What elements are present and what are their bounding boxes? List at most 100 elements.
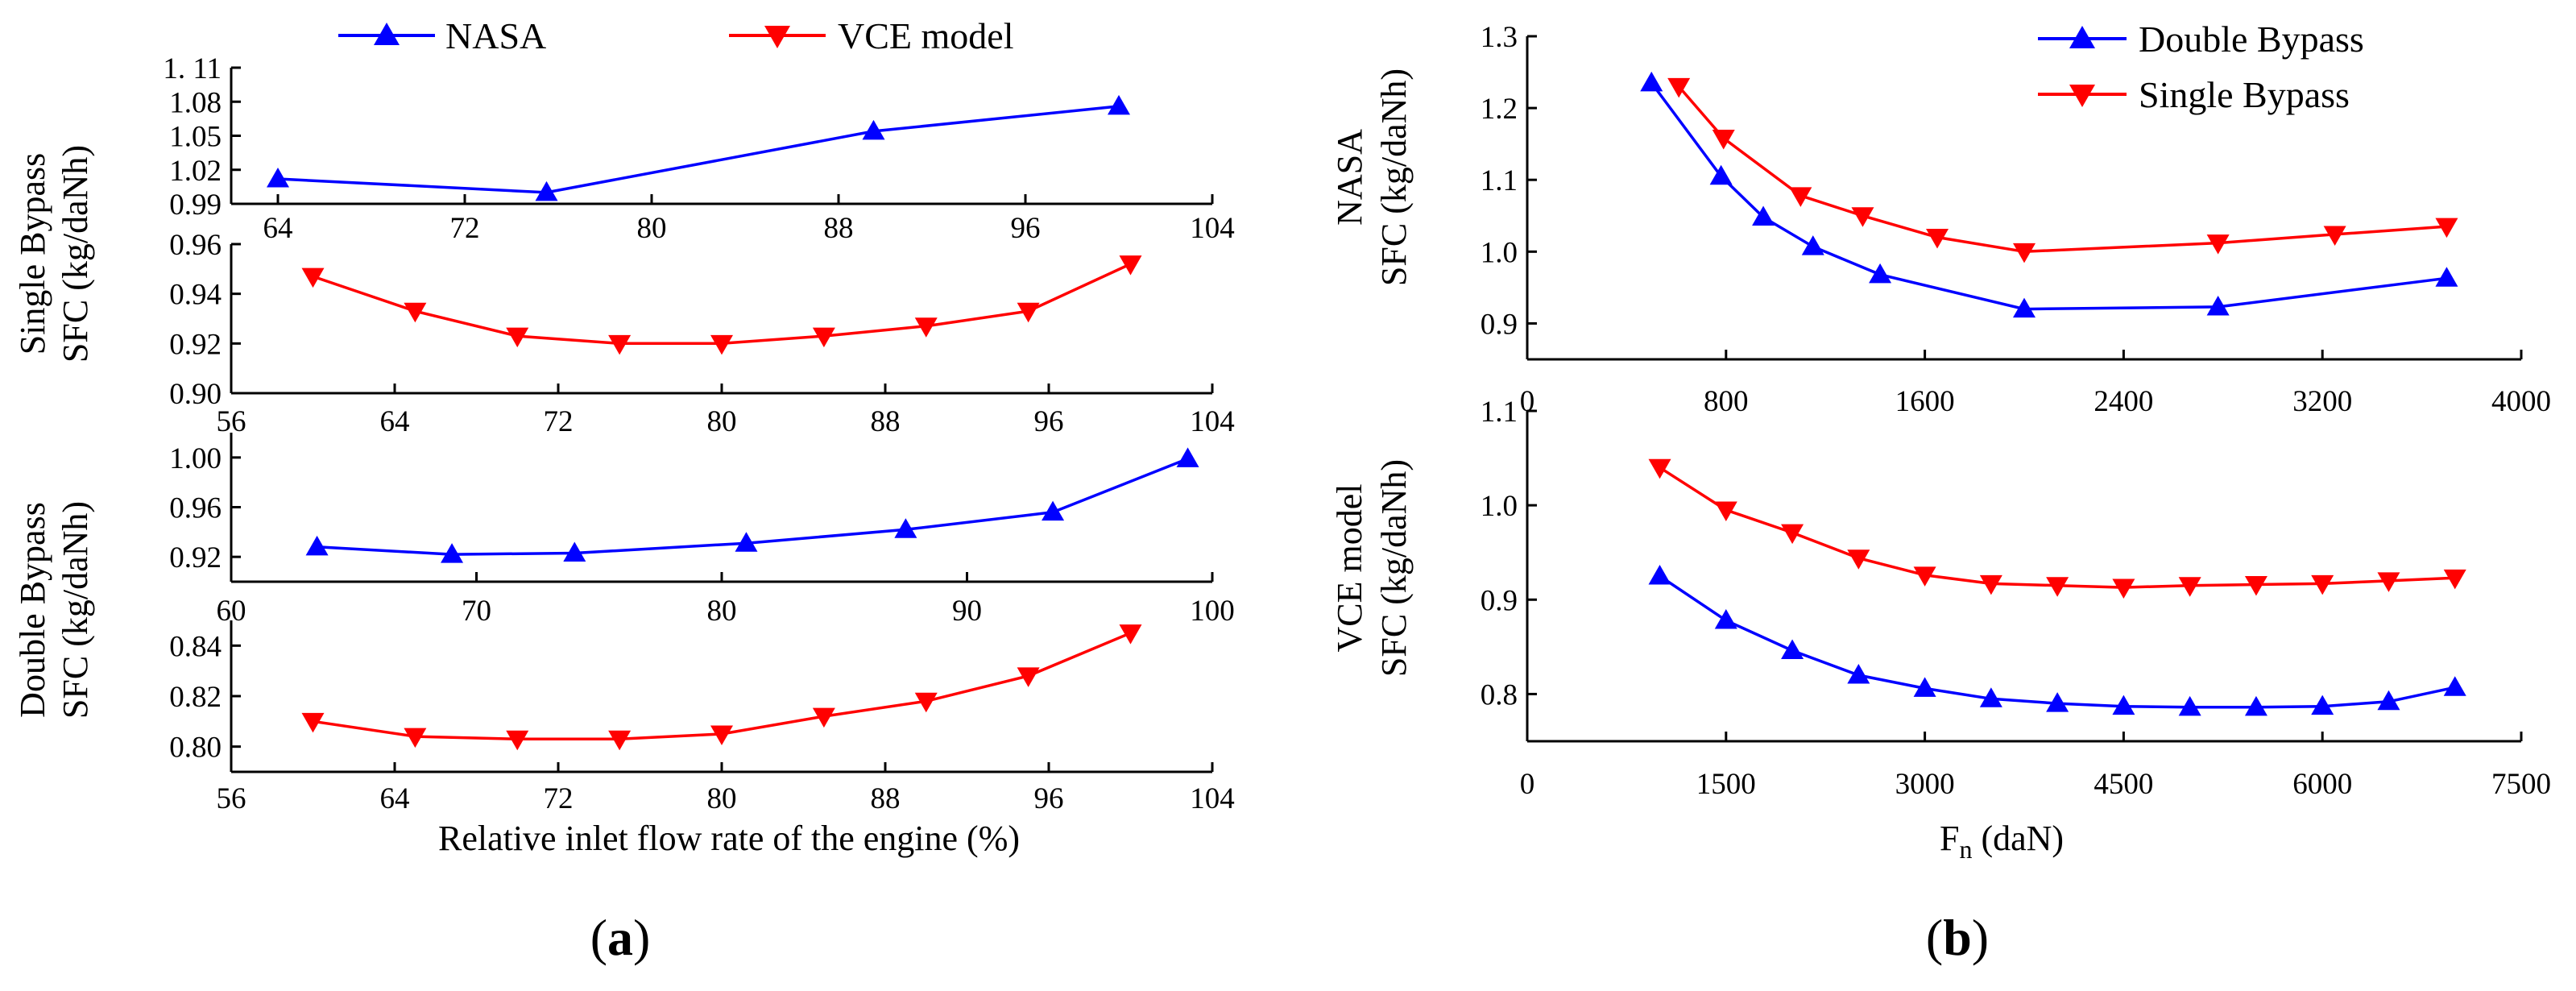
data-point-b2-double-bypass [2046,692,2069,712]
y-tick-label-b2: 0.9 [1481,584,1518,617]
data-point-a4-vce-model [812,707,835,728]
xlabel-b-sub: n [1959,835,1972,864]
data-point-b1-single-bypass [2013,243,2036,263]
panel-label-b-close: ) [1972,909,1989,966]
x-tick-label-a4: 88 [871,782,901,815]
data-point-b2-double-bypass [2178,695,2201,716]
y-tick-label-a3: 0.92 [169,541,222,574]
data-point-b1-double-bypass [2206,295,2230,316]
data-point-b1-double-bypass [2013,297,2036,318]
data-point-b2-single-bypass [1847,549,1870,570]
group-label-b-vce-line1: VCE model [1330,484,1369,653]
panel-a4: 0.80 0.82 0.84 56 64 72 80 88 96 104 [169,620,1235,815]
x-tick-label-a3: 80 [707,595,737,628]
y-tick-label-a1: 1.08 [169,86,222,119]
data-point-b2-single-bypass [1648,458,1671,479]
data-point-a4-vce-model [608,730,632,751]
data-point-b1-single-bypass [2323,226,2346,246]
x-tick-label-a4: 96 [1034,782,1064,815]
data-point-a3-nasa [1042,500,1065,521]
panel-b1: 0.91.01.11.21.30 800 1600 2400 3200 4000 [1481,21,2551,418]
y-tick-label-b1: 1.3 [1481,21,1518,54]
legend-b-single-label: Single Bypass [2139,74,2350,115]
panel-label-b-letter: b [1943,909,1972,966]
data-point-a3-nasa [305,535,329,556]
panel-label-b: (b) [1926,909,1989,966]
data-point-b1-single-bypass [1789,187,1812,207]
group-label-a-double-line1: Double Bypass [13,502,52,718]
series-line-a3-nasa [317,457,1189,556]
data-point-a1-nasa [267,168,289,188]
legend-a-vce-label: VCE model [838,15,1013,56]
data-point-a3-nasa [563,541,586,562]
x-tick-label-a2: 88 [871,405,901,438]
data-point-b2-single-bypass [2178,577,2201,597]
data-point-b2-double-bypass [1979,687,2002,707]
group-label-a-double-line2: SFC (kg/daNh) [56,501,95,719]
series-line-b1-double-bypass [1650,81,2447,311]
y-tick-label-a3: 0.96 [169,492,222,525]
y-tick-label-b1: 1.0 [1481,236,1518,269]
y-tick-label-b1: 1.1 [1481,164,1518,197]
y-tick-label-b1: 1.2 [1481,93,1518,126]
group-label-a-single-line1: Single Bypass [13,153,52,355]
data-point-a2-vce-model [914,317,938,338]
xlabel-b: Fn (daN) [1940,819,2064,864]
series-line-b2-single-bypass [1659,466,2455,589]
x-tick-label-b1: 2400 [2094,385,2153,418]
data-point-a2-vce-model [506,327,529,348]
y-tick-label-b2: 1.0 [1481,490,1518,523]
data-point-b1-single-bypass [1926,229,1949,249]
data-point-a4-vce-model [1017,667,1040,687]
data-point-b1-double-bypass [1752,205,1775,226]
x-tick-label-b1: 800 [1704,385,1749,418]
data-point-a4-vce-model [301,712,325,733]
y-tick-label-a4: 0.80 [169,732,222,765]
data-point-a3-nasa [894,518,917,538]
data-point-a1-nasa [535,180,558,201]
y-tick-label-a1: 1.05 [169,121,222,154]
data-point-b1-single-bypass [1712,130,1735,150]
data-point-b2-single-bypass [2244,576,2267,596]
data-point-b1-single-bypass [1851,207,1874,227]
x-tick-label-b2: 6000 [2292,768,2352,801]
legend-a-vce-marker [764,26,790,48]
series-line-a1-nasa [277,105,1120,194]
x-tick-label-a1: 96 [1011,212,1041,245]
x-tick-label-a4: 104 [1190,782,1235,815]
data-point-a4-vce-model [404,728,427,748]
x-tick-label-b2: 3000 [1895,768,1955,801]
x-tick-label-a1: 72 [450,212,480,245]
y-tick-label-a2: 0.90 [169,378,222,411]
group-label-b-vce-line2: SFC (kg/daNh) [1374,459,1414,677]
x-tick-label-b2: 0 [1520,768,1535,801]
data-point-b2-single-bypass [2311,574,2334,595]
data-point-b2-double-bypass [2244,695,2267,716]
xlabel-b-unit: (daN) [1972,819,2064,858]
data-point-b1-single-bypass [2206,234,2230,255]
data-point-b2-single-bypass [2112,578,2135,599]
x-tick-label-a1: 80 [637,212,667,245]
x-tick-label-a3: 90 [952,595,982,628]
data-point-b2-single-bypass [2046,577,2069,597]
panel-label-a-letter: a [607,909,633,966]
data-point-a3-nasa [1176,447,1199,467]
y-tick-label-a4: 0.84 [169,630,222,663]
data-point-b1-single-bypass [1667,77,1691,98]
series-line-a4-vce-model [313,632,1132,741]
legend-b-double-marker [2069,26,2095,48]
data-point-b2-double-bypass [2377,690,2400,711]
data-point-a3-nasa [735,532,758,552]
y-tick-label-a2: 0.96 [169,229,222,262]
legend-a-nasa-label: NASA [445,15,546,56]
data-point-a2-vce-model [812,327,835,348]
panel-label-a-close: ) [633,909,650,966]
data-point-b1-double-bypass [1640,71,1663,92]
panel-label-a: (a) [590,909,651,966]
x-tick-label-b1: 4000 [2491,385,2551,418]
y-tick-label-a2: 0.92 [169,328,222,361]
data-point-b2-single-bypass [1714,501,1737,521]
